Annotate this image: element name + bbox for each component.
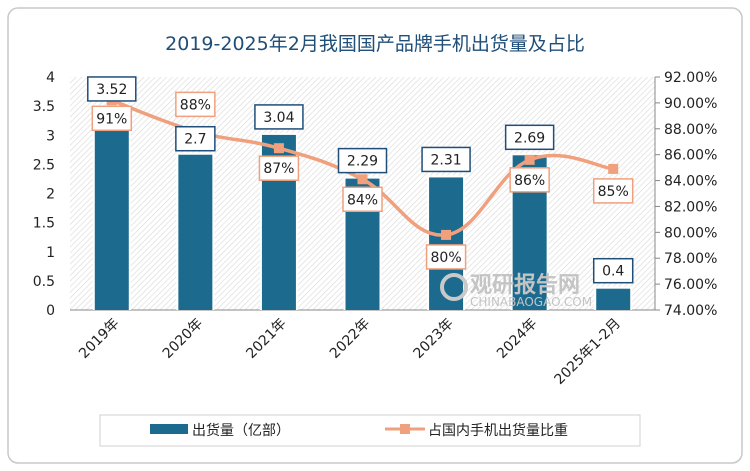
y-left-tick-label: 3.5 (33, 99, 55, 115)
bar (178, 154, 213, 310)
bar-data-label-box (175, 125, 216, 152)
y-right-tick-label: 86.00% (664, 148, 717, 164)
y-left-tick-label: 0 (46, 303, 55, 319)
line-data-label-box (342, 186, 383, 213)
legend (99, 414, 641, 447)
bar-data-label: 2.31 (430, 152, 461, 168)
line-data-label: 88% (180, 97, 211, 113)
bar-data-label-box (337, 147, 388, 174)
bar-data-label: 2.7 (184, 132, 206, 148)
y-right-tick-label: 84.00% (664, 174, 717, 190)
y-right-tick-label: 82.00% (664, 199, 717, 215)
y-right-tick-label: 92.00% (664, 70, 717, 86)
y-right-tick-label: 88.00% (664, 122, 717, 138)
bar (596, 288, 631, 310)
bar-data-label: 2.69 (514, 130, 545, 146)
bar-data-label-box (87, 76, 137, 102)
line-data-label-box (175, 91, 216, 118)
y-left-tick-label: 2.5 (33, 157, 55, 173)
line-data-label: 87% (263, 161, 294, 177)
chart-title: 2019-2025年2月我国国产品牌手机出货量及占比 (165, 33, 585, 55)
y-right-tick-label: 80.00% (664, 225, 717, 241)
line-data-label: 85% (598, 184, 629, 200)
line-marker (524, 154, 535, 165)
legend-bar-label: 出货量（亿部） (192, 422, 290, 439)
y-left-tick-label: 4 (46, 70, 55, 86)
y-left-tick-label: 0.5 (33, 274, 55, 290)
line-marker (357, 174, 368, 185)
legend-line-label: 占国内手机出货量比重 (428, 422, 568, 439)
y-right-tick-label: 76.00% (664, 277, 717, 293)
bar-data-label-box (504, 124, 555, 151)
y-right-tick-label: 74.00% (664, 303, 717, 319)
bar-data-label-box (254, 104, 304, 130)
y-left-tick-label: 3 (46, 128, 55, 144)
line-data-label: 84% (347, 192, 378, 208)
watermark-cn: 观研报告网 (470, 273, 580, 298)
line-marker (273, 143, 284, 154)
line-data-label: 91% (96, 111, 127, 127)
bar-data-label: 3.04 (263, 110, 294, 126)
line-data-label-box (592, 178, 634, 204)
bar-data-label: 2.29 (347, 154, 378, 170)
line-data-label: 86% (514, 173, 545, 189)
bar-data-label-box (592, 257, 634, 284)
bar (94, 106, 129, 311)
bar (429, 177, 464, 310)
bar-data-label: 3.52 (96, 82, 127, 98)
y-right-tick-label: 78.00% (664, 251, 717, 267)
y-left-tick-label: 1.5 (33, 216, 55, 232)
line-data-label-box (509, 167, 550, 193)
legend-line-marker (400, 424, 410, 434)
watermark-en: CHINABAOGAO.COM (470, 295, 592, 309)
line-marker (441, 229, 452, 240)
line-data-label-box (258, 155, 300, 181)
y-left-tick-label: 1 (46, 245, 55, 261)
y-right-tick-label: 90.00% (664, 96, 717, 112)
line-marker (608, 163, 619, 174)
legend-bar-swatch (150, 424, 188, 434)
bar-data-label: 0.4 (602, 264, 624, 280)
line-data-label: 80% (431, 250, 462, 266)
y-left-tick-label: 2 (46, 187, 55, 203)
line-data-label-box (91, 105, 133, 132)
bar-data-label-box (421, 146, 471, 173)
line-data-label-box (425, 244, 467, 270)
watermark: 观研报告网 CHINABAOGAO.COM (440, 273, 592, 309)
